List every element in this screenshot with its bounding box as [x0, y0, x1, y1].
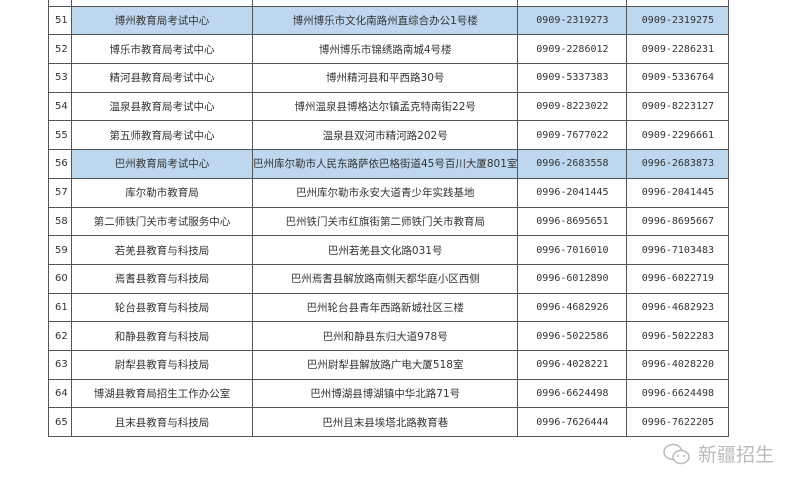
- row-number: 61: [48, 292, 72, 323]
- address: 巴州尉犁县解放路广电大厦518室: [251, 349, 519, 380]
- phone-2: 0996-7103483: [626, 235, 730, 265]
- wechat-icon: [663, 443, 690, 464]
- address: 巴州焉耆县解放路南侧天都华庭小区西侧: [251, 263, 519, 294]
- address: 巴州库尔勒市永安大道青少年实践基地: [251, 177, 519, 208]
- address: 博州精河县和平西路30号: [251, 63, 519, 93]
- phone-1: 0909-7677022: [517, 120, 628, 151]
- phone-1: 0909-2286012: [517, 34, 628, 65]
- address: 巴州若羌县文化路031号: [251, 235, 519, 265]
- table-row: 51 博州教育局考试中心 博州博乐市文化南路州直综合办公1号楼 0909-231927…: [48, 5, 730, 36]
- org-name: 巴州教育局考试中心: [71, 149, 253, 179]
- org-name: 若羌县教育与科技局: [71, 235, 253, 265]
- phone-2: 0996-5022283: [626, 321, 730, 351]
- phone-1: 0996-7626444: [517, 407, 628, 437]
- table-row: 62 和静县教育与科技局 巴州和静县东归大道978号 0996-5022586 0996…: [48, 321, 730, 351]
- phone-1: 0909-5337383: [517, 63, 628, 93]
- phone-2: 0996-4682923: [626, 292, 730, 323]
- phone-1: 0996-6012890: [517, 263, 628, 294]
- row-number: 60: [48, 263, 72, 294]
- table-row: 55 第五师教育局考试中心 温泉县双河市精河路202号 0909-7677022 090…: [48, 120, 730, 151]
- table-row: 52 博乐市教育局考试中心 博州博乐市锦绣路南城4号楼 0909-2286012 090…: [48, 34, 730, 65]
- row-number: 53: [48, 63, 72, 93]
- address: 巴州博湖县博湖镇中华北路71号: [251, 378, 519, 409]
- phone-2: 0909-2286231: [626, 34, 730, 65]
- row-number: 59: [48, 235, 72, 265]
- org-name: 轮台县教育与科技局: [71, 292, 253, 323]
- table-row: 59 若羌县教育与科技局 巴州若羌县文化路031号 0996-7016010 0996-…: [48, 235, 730, 265]
- org-name: 第五师教育局考试中心: [71, 120, 253, 151]
- row-number: 63: [48, 349, 72, 380]
- table-row: 58 第二师铁门关市考试服务中心 巴州铁门关市红旗街第二师铁门关市教育局 0996-8…: [48, 206, 730, 237]
- row-number: 65: [48, 407, 72, 437]
- phone-2: 0909-2296661: [626, 120, 730, 151]
- phone-2: 0996-2041445: [626, 177, 730, 208]
- table-row: 54 温泉县教育局考试中心 博州温泉县博格达尔镇孟克特南街22号 0909-82230…: [48, 91, 730, 122]
- org-name: 温泉县教育局考试中心: [71, 91, 253, 122]
- row-number: 56: [48, 149, 72, 179]
- row-number: 62: [48, 321, 72, 351]
- phone-2: 0996-6022719: [626, 263, 730, 294]
- table-row: 64 博湖县教育局招生工作办公室 巴州博湖县博湖镇中华北路71号 0996-66244…: [48, 378, 730, 409]
- row-number: 54: [48, 91, 72, 122]
- address: 博州温泉县博格达尔镇孟克特南街22号: [251, 91, 519, 122]
- phone-1: 0909-2319273: [517, 5, 628, 36]
- phone-1: 0996-2683558: [517, 149, 628, 179]
- phone-2: 0996-6624498: [626, 378, 730, 409]
- phone-2: 0909-5336764: [626, 63, 730, 93]
- table-row: 61 轮台县教育与科技局 巴州轮台县青年西路新城社区三楼 0996-4682926 09…: [48, 292, 730, 323]
- address: 巴州和静县东归大道978号: [251, 321, 519, 351]
- row-number: 58: [48, 206, 72, 237]
- phone-2: 0996-4028220: [626, 349, 730, 380]
- phone-2: 0996-8695667: [626, 206, 730, 237]
- watermark-text: 新疆招生: [698, 444, 775, 466]
- address: 巴州库尔勒市人民东路萨依巴格街道45号百川大厦801室: [251, 149, 519, 179]
- phone-2: 0996-2683873: [626, 149, 730, 179]
- table-row-partial: [48, 0, 730, 7]
- phone-1: 0996-4682926: [517, 292, 628, 323]
- address: 博州博乐市文化南路州直综合办公1号楼: [251, 5, 519, 36]
- table-row: 65 且末县教育与科技局 巴州且末县埃塔北路教育巷 0996-7626444 0996-…: [48, 407, 730, 437]
- contact-table: 51 博州教育局考试中心 博州博乐市文化南路州直综合办公1号楼 0909-231927…: [48, 0, 730, 437]
- org-name: 尉犁县教育与科技局: [71, 349, 253, 380]
- address: 巴州铁门关市红旗街第二师铁门关市教育局: [251, 206, 519, 237]
- org-name: 和静县教育与科技局: [71, 321, 253, 351]
- row-number: 64: [48, 378, 72, 409]
- org-name: 库尔勒市教育局: [71, 177, 253, 208]
- table-row: 57 库尔勒市教育局 巴州库尔勒市永安大道青少年实践基地 0996-2041445 09…: [48, 177, 730, 208]
- table-row: 53 精河县教育局考试中心 博州精河县和平西路30号 0909-5337383 0909…: [48, 63, 730, 93]
- address: 巴州轮台县青年西路新城社区三楼: [251, 292, 519, 323]
- org-name: 博湖县教育局招生工作办公室: [71, 378, 253, 409]
- phone-1: 0996-6624498: [517, 378, 628, 409]
- table-row: 60 焉耆县教育与科技局 巴州焉耆县解放路南侧天都华庭小区西侧 0996-601289…: [48, 263, 730, 294]
- row-number: 57: [48, 177, 72, 208]
- row-number: 52: [48, 34, 72, 65]
- table-row: 56 巴州教育局考试中心 巴州库尔勒市人民东路萨依巴格街道45号百川大厦801室 09…: [48, 149, 730, 179]
- table-row: 63 尉犁县教育与科技局 巴州尉犁县解放路广电大厦518室 0996-4028221 0…: [48, 349, 730, 380]
- phone-1: 0996-8695651: [517, 206, 628, 237]
- phone-1: 0909-8223022: [517, 91, 628, 122]
- phone-2: 0909-2319275: [626, 5, 730, 36]
- org-name: 博州教育局考试中心: [71, 5, 253, 36]
- address: 巴州且末县埃塔北路教育巷: [251, 407, 519, 437]
- phone-1: 0996-4028221: [517, 349, 628, 380]
- org-name: 博乐市教育局考试中心: [71, 34, 253, 65]
- phone-1: 0996-2041445: [517, 177, 628, 208]
- org-name: 精河县教育局考试中心: [71, 63, 253, 93]
- address: 温泉县双河市精河路202号: [251, 120, 519, 151]
- address: 博州博乐市锦绣路南城4号楼: [251, 34, 519, 65]
- org-name: 第二师铁门关市考试服务中心: [71, 206, 253, 237]
- phone-1: 0996-7016010: [517, 235, 628, 265]
- row-number: 55: [48, 120, 72, 151]
- watermark: 新疆招生: [662, 440, 774, 467]
- phone-2: 0909-8223127: [626, 91, 730, 122]
- org-name: 焉耆县教育与科技局: [71, 263, 253, 294]
- phone-1: 0996-5022586: [517, 321, 628, 351]
- phone-2: 0996-7622205: [626, 407, 730, 437]
- org-name: 且末县教育与科技局: [71, 407, 253, 437]
- row-number: 51: [48, 5, 72, 36]
